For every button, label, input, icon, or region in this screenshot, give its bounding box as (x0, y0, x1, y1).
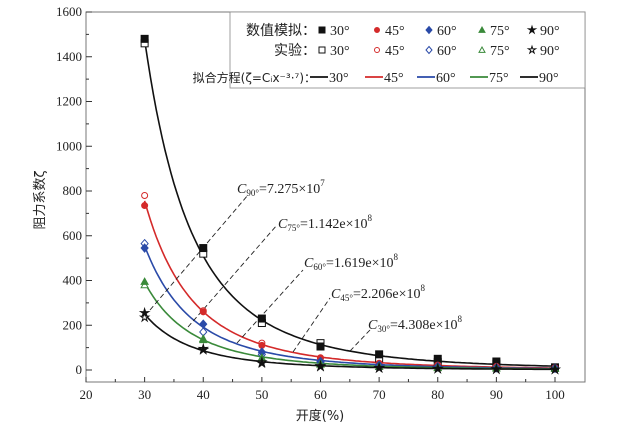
simulation-point (199, 319, 208, 329)
legend-experiment-marker (478, 45, 486, 53)
x-tick-label: 20 (80, 387, 93, 402)
fit-curve-90deg (144, 313, 556, 371)
legend-fit-label: 拟合方程(ζ=Cᵢx⁻³·⁷)： (193, 70, 316, 85)
fit-coefficient-label: C90°=7.275×107 (237, 178, 325, 198)
legend-experiment-entry: 75° (490, 44, 510, 59)
simulation-point (138, 306, 151, 318)
y-tick-label: 600 (63, 228, 83, 243)
experiment-point (138, 311, 151, 323)
simulation-point (316, 342, 325, 351)
y-tick-label: 200 (63, 317, 83, 332)
annotation-leader-line (236, 269, 304, 344)
simulation-point (549, 363, 561, 375)
data-points (138, 34, 561, 375)
legend-experiment-entry: 60° (437, 44, 457, 59)
simulation-point (199, 308, 207, 316)
simulation-point (198, 335, 208, 344)
simulation-point (140, 277, 149, 285)
y-tick-label: 400 (63, 273, 83, 288)
fit-coefficient-label: C75°=1.142e×108 (278, 213, 372, 233)
simulation-point (373, 362, 385, 374)
legend-simulation-entry: 60° (437, 24, 457, 39)
fit-curves (143, 39, 556, 371)
legend-fit-entry: 60° (436, 71, 456, 86)
y-tick-label: 1600 (56, 4, 82, 19)
fit-coefficient-label: C60°=1.619e×108 (304, 252, 398, 272)
legend-fit-entry: 45° (384, 71, 404, 86)
experiment-point (141, 191, 149, 199)
simulation-point (197, 343, 210, 355)
x-tick-label: 50 (255, 387, 268, 402)
simulation-point (375, 350, 384, 359)
simulation-point (314, 360, 327, 372)
x-tick-label: 60 (314, 387, 327, 402)
y-tick-label: 800 (63, 183, 83, 198)
legend: 数值模拟： 实验： 30° 30° 30° 45° 45° 45° 60° 60° 60° 75° 75… (229, 11, 586, 89)
legend-simulation-entry: 75° (490, 24, 510, 39)
annotation-leader-line (292, 297, 331, 353)
y-axis-label: 阻力系数ζ (33, 170, 48, 229)
legend-simulation-marker (318, 26, 326, 34)
simulation-point (140, 34, 149, 43)
legend-simulation-label: 数值模拟： (246, 23, 316, 39)
legend-fit-entry: 30° (329, 71, 349, 86)
legend-fit-entry: 90° (539, 71, 559, 86)
fit-coefficient-label: C45°=2.206e×108 (331, 283, 425, 303)
legend-experiment-marker (374, 47, 380, 53)
y-tick-label: 0 (76, 362, 83, 377)
y-tick-label: 1400 (56, 49, 82, 64)
legend-simulation-marker (526, 24, 538, 35)
simulation-point (431, 362, 444, 374)
x-tick-label: 90 (490, 387, 503, 402)
simulation-point (199, 244, 208, 253)
x-axis-label: 开度(%) (296, 408, 345, 424)
legend-box (229, 11, 586, 89)
annotation-leaders: C90°=7.275×107 C75°=1.142e×108 C60°=1.619e… (149, 178, 462, 353)
legend-experiment-marker (318, 46, 326, 54)
simulation-point (257, 314, 266, 323)
x-tick-label: 40 (197, 387, 210, 402)
legend-simulation-entry: 90° (540, 24, 560, 39)
fit-curve-45deg (143, 200, 555, 369)
legend-experiment-entry: 45° (385, 44, 405, 59)
annotation-leader-line (149, 194, 249, 311)
simulation-point (256, 357, 268, 369)
x-tick-label: 70 (373, 387, 386, 402)
annotation-leader-line (187, 224, 278, 328)
legend-experiment-label: 实验： (274, 43, 316, 59)
legend-experiment-marker (526, 44, 538, 55)
simulation-point (141, 202, 149, 210)
legend-experiment-marker (425, 45, 433, 55)
legend-fit-entry: 75° (489, 71, 509, 86)
legend-simulation-marker (425, 25, 433, 35)
simulation-point (433, 354, 442, 363)
x-tick-label: 100 (545, 387, 565, 402)
legend-simulation-marker (374, 27, 380, 33)
x-tick-label: 30 (138, 387, 151, 402)
annotation-leader-line (349, 329, 371, 352)
legend-simulation-marker (478, 25, 486, 33)
x-tick-label: 80 (431, 387, 444, 402)
legend-experiment-entry: 90° (540, 44, 560, 59)
y-tick-label: 1200 (56, 94, 82, 109)
legend-simulation-entry: 30° (330, 24, 350, 39)
axes: 20 30 40 50 60 70 80 90 100020040060080010001200… (56, 4, 586, 402)
y-tick-label: 1000 (56, 138, 82, 153)
fit-curve-30deg (143, 39, 556, 367)
simulation-point (490, 363, 503, 375)
simulation-point (140, 243, 149, 253)
legend-experiment-entry: 30° (330, 44, 350, 59)
legend-simulation-entry: 45° (385, 24, 405, 39)
fit-coefficient-label: C30°=4.308e×108 (368, 314, 462, 334)
